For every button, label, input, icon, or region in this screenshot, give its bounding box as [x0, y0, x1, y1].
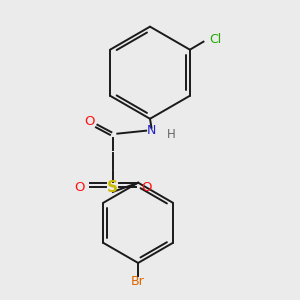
Text: Br: Br: [131, 275, 145, 288]
Text: O: O: [141, 181, 152, 194]
Text: O: O: [74, 181, 85, 194]
Text: N: N: [147, 124, 156, 137]
Text: O: O: [84, 115, 95, 128]
Text: S: S: [107, 180, 118, 195]
Text: H: H: [167, 128, 176, 141]
Text: Cl: Cl: [209, 33, 222, 46]
